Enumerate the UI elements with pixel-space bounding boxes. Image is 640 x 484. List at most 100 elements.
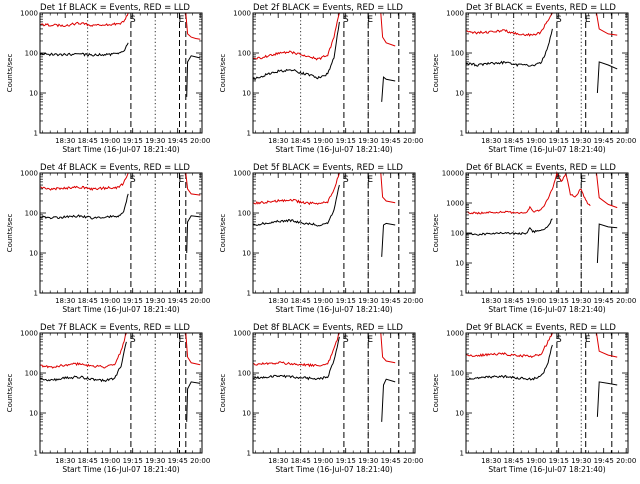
plot-frame (252, 332, 416, 454)
y-axis-label: Counts/sec (432, 374, 440, 413)
y-tick-label: 1 (460, 130, 464, 138)
y-tick-label: 1 (247, 450, 251, 458)
x-tick-label: 19:45 (168, 457, 188, 465)
marker-label-e: E (179, 175, 185, 185)
lld-post-segment (380, 172, 396, 204)
lld-series-line (252, 332, 340, 368)
plot-frame (465, 172, 629, 294)
plot-frame (39, 332, 203, 454)
y-tick-label: 10000 (442, 170, 464, 178)
x-tick-label: 19:30 (145, 137, 165, 145)
x-tick-label: 19:45 (381, 297, 401, 305)
events-series-line (39, 193, 129, 220)
y-tick-label: 100 (25, 210, 38, 218)
events-post-segment (186, 215, 201, 254)
events-series-line (465, 218, 553, 236)
x-tick-label: 18:45 (78, 297, 98, 305)
events-post-segment (596, 381, 618, 417)
panel-det-1: Det 1f BLACK = Events, RED = LLD S E 1 10 100… (6, 3, 210, 154)
events-series-line (39, 341, 127, 383)
y-tick-label: 10 (29, 90, 38, 98)
x-tick-label: 20:00 (403, 457, 423, 465)
plot-frame (39, 172, 203, 294)
x-tick-label: 19:15 (336, 297, 356, 305)
x-tick-label: 19:45 (168, 137, 188, 145)
events-post-segment (186, 381, 201, 422)
x-tick-label: 20:00 (616, 457, 636, 465)
lld-series-line (465, 171, 591, 215)
x-tick-label: 18:30 (481, 297, 501, 305)
x-tick-label: 19:15 (549, 137, 569, 145)
lld-series-line (252, 12, 340, 61)
y-tick-label: 10 (29, 410, 38, 418)
plot-frame (465, 332, 629, 454)
y-tick-label: 1000 (233, 330, 251, 338)
plot-frame (252, 12, 416, 134)
y-axis-label: Counts/sec (6, 54, 14, 93)
plot-frame (465, 12, 629, 134)
x-tick-label: 18:30 (481, 137, 501, 145)
x-tick-label: 19:45 (381, 457, 401, 465)
x-tick-label: 19:45 (594, 457, 614, 465)
marker-label-s: S (130, 15, 136, 25)
panel-title: Det 3f BLACK = Events, RED = LLD (466, 3, 616, 13)
y-tick-label: 10 (455, 410, 464, 418)
y-tick-label: 100 (25, 370, 38, 378)
x-tick-label: 19:00 (526, 297, 546, 305)
x-tick-label: 18:45 (78, 137, 98, 145)
lld-post-segment (380, 12, 396, 47)
x-tick-label: 18:45 (78, 457, 98, 465)
x-tick-label: 20:00 (190, 137, 210, 145)
marker-label-s: S (556, 175, 562, 185)
x-tick-label: 19:15 (549, 457, 569, 465)
lld-post-segment (185, 172, 201, 196)
x-tick-label: 19:15 (336, 457, 356, 465)
marker-label-e: E (179, 15, 185, 25)
y-tick-label: 1000 (233, 10, 251, 18)
x-axis-label: Start Time (16-Jul-07 18:21:40) (488, 465, 605, 474)
y-tick-label: 100 (238, 370, 251, 378)
marker-label-s: S (556, 335, 562, 345)
x-tick-label: 19:45 (381, 137, 401, 145)
x-tick-label: 19:45 (168, 297, 188, 305)
x-tick-label: 20:00 (190, 457, 210, 465)
x-tick-label: 19:30 (571, 457, 591, 465)
panel-det-8: Det 8f BLACK = Events, RED = LLD S E 1 10 100… (219, 323, 423, 474)
x-tick-label: 18:45 (291, 457, 311, 465)
x-axis-label: Start Time (16-Jul-07 18:21:40) (488, 305, 605, 314)
x-tick-label: 18:30 (481, 457, 501, 465)
x-tick-label: 19:00 (313, 137, 333, 145)
plot-frame (252, 172, 416, 294)
y-tick-label: 1000 (20, 10, 38, 18)
panel-det-2: Det 2f BLACK = Events, RED = LLD S E 1 10 100… (219, 3, 423, 154)
x-axis-label: Start Time (16-Jul-07 18:21:40) (62, 145, 179, 154)
panel-title: Det 5f BLACK = Events, RED = LLD (253, 163, 403, 173)
marker-label-s: S (343, 15, 349, 25)
events-series-line (252, 184, 340, 227)
marker-label-s: S (343, 335, 349, 345)
events-series-line (465, 28, 553, 67)
y-tick-label: 10 (242, 410, 251, 418)
panel-title: Det 7f BLACK = Events, RED = LLD (40, 323, 190, 333)
x-tick-label: 19:00 (100, 297, 120, 305)
x-tick-label: 19:00 (526, 457, 546, 465)
y-tick-label: 1000 (446, 10, 464, 18)
x-tick-label: 19:15 (123, 457, 143, 465)
events-post-segment (596, 61, 618, 94)
y-tick-label: 1000 (20, 170, 38, 178)
y-tick-label: 10 (242, 250, 251, 258)
y-tick-label: 10 (455, 260, 464, 268)
x-tick-label: 19:15 (123, 137, 143, 145)
y-tick-label: 1000 (233, 170, 251, 178)
lld-post-segment (596, 172, 618, 209)
x-tick-label: 19:45 (594, 137, 614, 145)
events-series-line (252, 336, 340, 381)
x-tick-label: 19:15 (336, 137, 356, 145)
x-tick-label: 18:45 (504, 457, 524, 465)
y-tick-label: 100 (25, 50, 38, 58)
x-tick-label: 19:00 (313, 457, 333, 465)
marker-label-e: E (585, 335, 591, 345)
x-tick-label: 18:45 (504, 297, 524, 305)
